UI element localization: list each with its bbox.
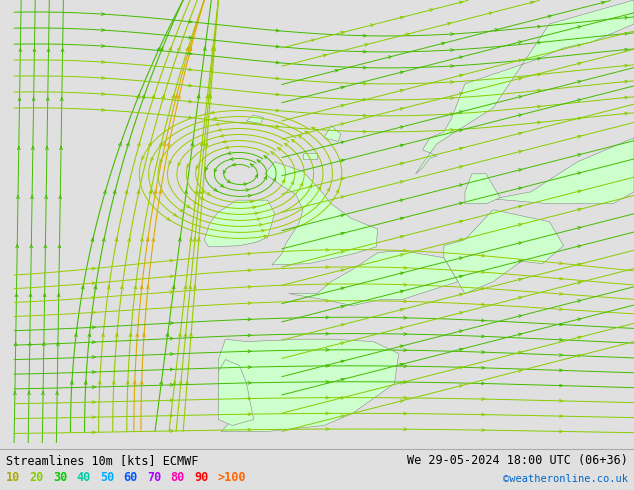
- Text: We 29-05-2024 18:00 UTC (06+36): We 29-05-2024 18:00 UTC (06+36): [407, 454, 628, 466]
- Text: 90: 90: [194, 471, 208, 485]
- Text: >100: >100: [217, 471, 246, 485]
- Text: 20: 20: [30, 471, 44, 485]
- Text: 70: 70: [147, 471, 161, 485]
- Text: ©weatheronline.co.uk: ©weatheronline.co.uk: [503, 474, 628, 485]
- Text: 40: 40: [77, 471, 91, 485]
- Text: 50: 50: [100, 471, 114, 485]
- Text: 10: 10: [6, 471, 20, 485]
- Text: 80: 80: [171, 471, 184, 485]
- Text: Streamlines 10m [kts] ECMWF: Streamlines 10m [kts] ECMWF: [6, 454, 198, 466]
- Text: 30: 30: [53, 471, 67, 485]
- Text: 60: 60: [124, 471, 138, 485]
